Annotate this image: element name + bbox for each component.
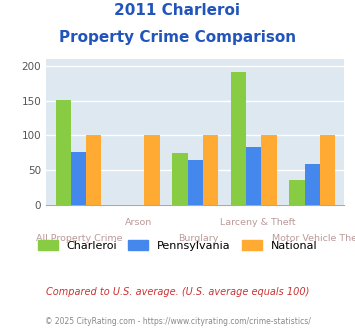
Bar	[246, 147, 261, 205]
Text: Arson: Arson	[125, 218, 152, 227]
Text: Burglary: Burglary	[178, 234, 218, 243]
Legend: Charleroi, Pennsylvania, National: Charleroi, Pennsylvania, National	[33, 236, 322, 255]
Bar	[320, 135, 335, 205]
Bar	[55, 100, 71, 205]
Bar	[305, 164, 320, 205]
Text: All Property Crime: All Property Crime	[36, 234, 122, 243]
Bar	[289, 181, 305, 205]
Text: Larceny & Theft: Larceny & Theft	[220, 218, 296, 227]
Text: Motor Vehicle Theft: Motor Vehicle Theft	[272, 234, 355, 243]
Bar	[86, 135, 101, 205]
Bar	[261, 135, 277, 205]
Text: Compared to U.S. average. (U.S. average equals 100): Compared to U.S. average. (U.S. average …	[46, 287, 309, 297]
Text: © 2025 CityRating.com - https://www.cityrating.com/crime-statistics/: © 2025 CityRating.com - https://www.city…	[45, 317, 310, 326]
Text: 2011 Charleroi: 2011 Charleroi	[115, 3, 240, 18]
Bar	[71, 152, 86, 205]
Bar	[231, 72, 246, 205]
Bar	[188, 160, 203, 205]
Bar	[203, 135, 218, 205]
Text: Property Crime Comparison: Property Crime Comparison	[59, 30, 296, 45]
Bar	[144, 135, 160, 205]
Bar	[173, 153, 188, 205]
